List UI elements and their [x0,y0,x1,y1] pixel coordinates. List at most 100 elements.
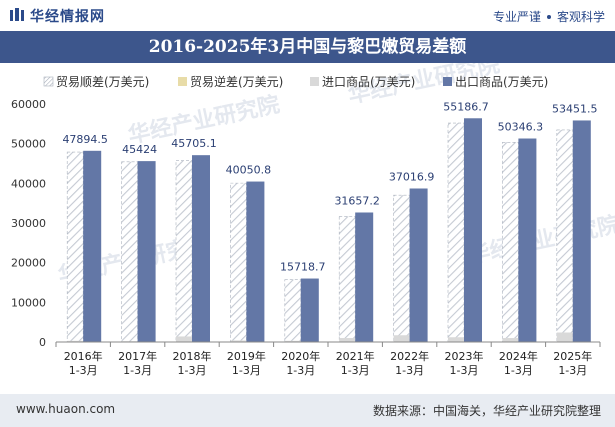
bar-export [300,278,319,342]
x-tick-label: 2023年 1-3月 [445,349,484,377]
separator-dot-icon [546,14,551,19]
x-tick-label: 2020年 1-3月 [281,349,320,377]
bar-export [192,155,210,342]
bar-export [83,150,102,342]
bar-surplus [338,216,356,343]
bar-export [137,161,156,342]
legend-label-2: 贸易逆差(万美元) [190,74,283,89]
x-tick-label-line: 1-3月 [232,364,261,377]
y-tick-label: 10000 [11,296,46,309]
x-tick-label-line: 2024年 [499,349,538,363]
y-tick-label: 0 [39,336,46,349]
y-tick-label: 40000 [11,177,46,190]
data-label: 47894.5 [62,133,108,146]
bar-import [502,338,519,342]
bar-surplus [393,194,410,343]
x-tick-label-line: 1-3月 [69,364,98,377]
bar-surplus [175,160,193,343]
x-tick-label-line: 1-3月 [123,364,152,377]
bar-chart: 华经产业研究院华经产业研究院华经产业研究院华经产业研究院 贸易顺差(万美元)贸易… [11,63,615,377]
x-tick-label: 2025年 1-3月 [553,349,592,377]
x-tick-label-line: 2016年 [64,349,103,363]
y-tick-label: 20000 [11,257,46,270]
x-tick-label-line: 2018年 [173,349,212,363]
y-tick-label: 50000 [11,138,46,151]
x-tick-label-line: 1-3月 [558,364,587,377]
bar-export [246,181,265,342]
bar-export [355,212,374,342]
top-bar: 华经情报网 专业严谨 客观科学 [0,0,615,30]
bar-import [230,340,247,342]
data-label: 15718.7 [280,261,326,274]
x-tick-label: 2019年 1-3月 [227,349,266,377]
x-tick-label-line: 2022年 [390,349,429,363]
x-tick-label-line: 1-3月 [341,364,370,377]
legend-label-4: 出口商品(万美元) [455,74,548,89]
bar-import [448,337,464,342]
slogan-left: 专业严谨 [492,10,541,24]
x-tick-label-line: 2025年 [553,349,592,363]
legend-swatch-3 [310,77,319,86]
x-tick-label-line: 1-3月 [504,364,533,377]
data-label: 45705.1 [171,137,217,150]
legend-swatch-2 [178,77,187,86]
x-tick-label: 2021年 1-3月 [336,349,375,377]
chart-title: 2016-2025年3月中国与黎巴嫩贸易差额 [148,37,467,57]
bar-surplus [230,182,247,343]
data-label: 31657.2 [334,194,380,207]
y-tick-label: 30000 [11,217,46,230]
x-tick-label-line: 1-3月 [395,364,424,377]
legend-label-1: 贸易顺差(万美元) [56,75,149,89]
x-tick-label-line: 1-3月 [286,364,315,377]
data-label: 40050.8 [226,164,272,177]
data-label: 45424 [122,143,157,156]
brand-name: 华经情报网 [30,9,105,25]
legend-swatch-4 [443,77,452,86]
title-bar: 2016-2025年3月中国与黎巴嫩贸易差额 [0,31,615,63]
x-tick-label: 2016年 1-3月 [64,349,103,377]
slogan: 专业严谨 客观科学 [493,8,605,25]
bar-export [409,188,428,342]
website-link[interactable]: www.huaon.com [16,402,116,416]
legend-label-3: 进口商品(万美元) [322,74,415,89]
bar-import [284,340,301,342]
data-source: 数据来源：中国海关，华经产业研究院整理 [372,404,601,418]
slogan-right: 客观科学 [556,10,605,24]
watermark-text: 华经产业研究院 [466,211,615,268]
x-tick-label-line: 2023年 [445,349,484,363]
data-label: 37016.9 [389,170,435,183]
x-tick-label-line: 2019年 [227,349,266,363]
y-axis: 0 10000 20000 30000 40000 50000 60000 [11,98,46,349]
bar-import [393,335,410,342]
x-tick-label: 2018年 1-3月 [173,349,212,377]
bar-surplus [284,279,302,343]
x-tick-label-line: 1-3月 [178,364,207,377]
bar-import [176,336,192,342]
data-label: 55186.7 [443,100,489,113]
legend-swatch-1 [43,76,54,87]
bar-import [556,332,573,342]
x-tick-label-line: 2020年 [281,349,320,363]
bar-surplus [556,129,574,343]
x-tick-label-line: 2021年 [336,349,375,363]
y-tick-label: 60000 [11,98,46,111]
bar-surplus [502,141,519,343]
bar-export [464,118,482,342]
x-tick-label-line: 1-3月 [450,364,479,377]
bar-export [518,138,537,342]
bar-export [572,120,591,342]
bar-surplus [66,151,84,343]
x-tick-label: 2022年 1-3月 [390,349,429,377]
x-tick-label: 2017年 1-3月 [118,349,157,377]
bar-import [339,338,356,342]
data-label: 53451.5 [552,102,598,115]
legend: 贸易顺差(万美元) 贸易逆差(万美元) 进口商品(万美元) 出口商品(万美元) [43,74,548,89]
bar-surplus [121,161,138,343]
data-label: 50346.3 [498,121,544,134]
footer: www.huaon.com 数据来源：中国海关，华经产业研究院整理 [0,394,615,427]
x-tick-label-line: 2017年 [118,349,157,363]
logo-icon [10,8,24,21]
bars: 47894.5 45424 45705.1 40050.8 15718.7 31657.2… [62,100,598,343]
